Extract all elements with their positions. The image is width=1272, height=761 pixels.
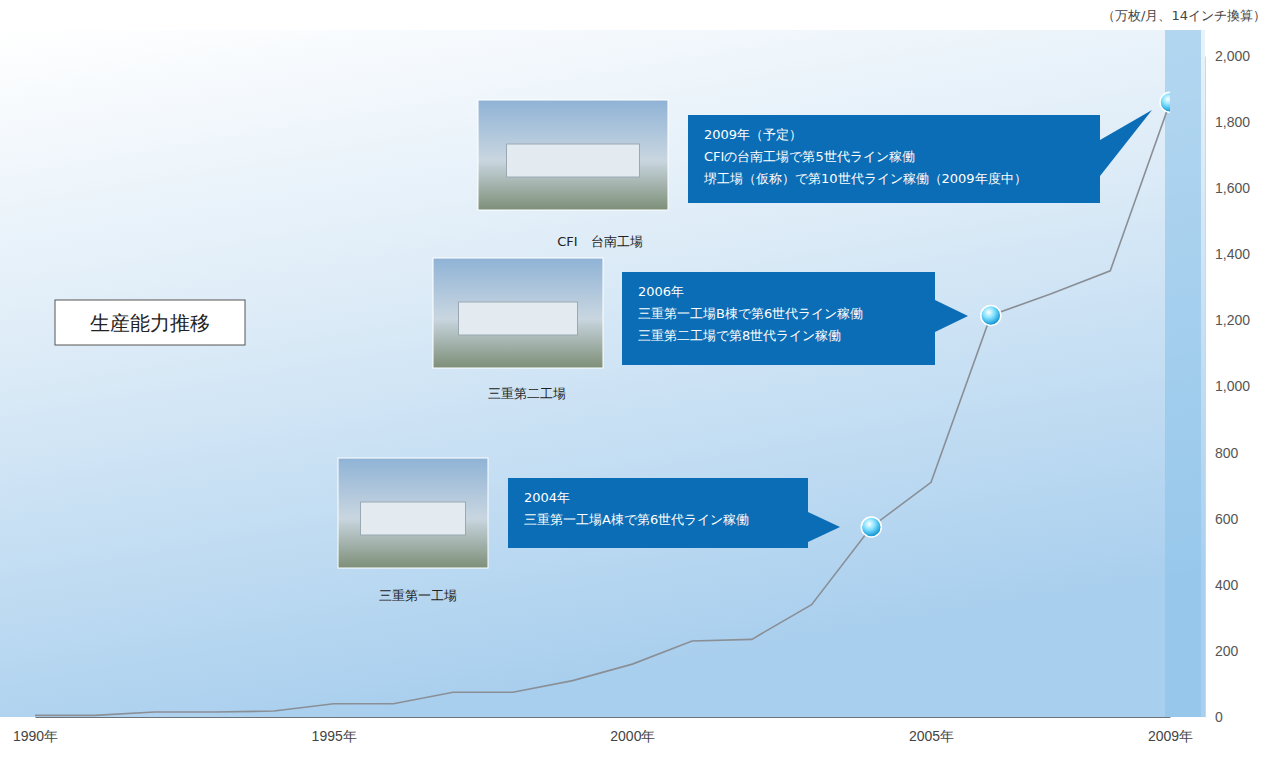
photo-building [459, 302, 578, 335]
callout-text: 三重第二工場で第8世代ライン稼働 [638, 328, 841, 343]
callout-text: 堺工場（仮称）で第10世代ライン稼働（2009年度中） [703, 171, 1027, 186]
y-tick-label: 400 [1215, 577, 1239, 593]
chart-root: 0 200 400 600 800 1,000 1,200 1,400 1,600 1,800 2,… [0, 0, 1272, 761]
y-tick: 0 [1205, 709, 1223, 725]
y-axis: 0 200 400 600 800 1,000 1,200 1,400 1,600 1,800 2,… [1205, 48, 1250, 725]
callout-text: CFIの台南工場で第5世代ライン稼働 [704, 149, 915, 164]
y-tick-label: 1,200 [1215, 312, 1250, 328]
callout: 2006年三重第一工場B棟で第6世代ライン稼働三重第二工場で第8世代ライン稼働 [622, 272, 968, 365]
callout-box [622, 272, 935, 365]
highlight-point [981, 305, 1001, 325]
y-tick: 800 [1205, 445, 1239, 461]
x-tick: 1990年 [13, 717, 58, 744]
highlight-point [861, 517, 881, 537]
title-frame [55, 300, 245, 345]
y-tick: 2,000 [1205, 48, 1250, 64]
y-tick-label: 2,000 [1215, 48, 1250, 64]
highlight-point [1160, 92, 1170, 112]
highlight-band [1165, 30, 1201, 717]
plot-area [35, 102, 1170, 715]
y-tick: 200 [1205, 643, 1239, 659]
callout-text: 三重第一工場B棟で第6世代ライン稼働 [638, 306, 863, 321]
callout-pointer [808, 512, 840, 542]
callout-text: 2009年（予定） [704, 127, 802, 142]
x-axis-line [36, 717, 1171, 718]
callout-pointer [1100, 110, 1152, 176]
photo: 三重第二工場 [433, 258, 603, 401]
y-tick-label: 1,400 [1215, 246, 1250, 262]
y-tick-label: 800 [1215, 445, 1239, 461]
y-tick: 400 [1205, 577, 1239, 593]
callout-box [688, 115, 1100, 203]
photo-caption: CFI 台南工場 [557, 234, 642, 249]
y-axis-title: （万枚/月、14インチ換算） [1102, 8, 1266, 23]
x-axis: 1990年 1995年 2000年 2005年 2009年 [13, 717, 1193, 744]
photo-placeholder [433, 258, 603, 368]
callout-pointer [935, 300, 968, 332]
x-tick: 2000年 [610, 717, 655, 744]
callout-text: 三重第一工場A棟で第6世代ライン稼働 [524, 512, 749, 527]
y-tick: 1,200 [1205, 312, 1250, 328]
callout-text: 2004年 [524, 490, 570, 505]
x-tick: 1995年 [312, 717, 357, 744]
x-tick: 2009年 [1148, 717, 1193, 744]
photo: CFI 台南工場 [478, 100, 668, 249]
y-tick-label: 200 [1215, 643, 1239, 659]
y-tick-label: 0 [1215, 709, 1223, 725]
photo-building [507, 144, 640, 177]
photo-placeholder [478, 100, 668, 210]
callout-box [508, 478, 808, 548]
y-tick: 600 [1205, 511, 1239, 527]
capacity-line [35, 102, 1170, 715]
x-tick-label: 1995年 [312, 728, 357, 744]
x-tick-label: 2009年 [1148, 728, 1193, 744]
x-tick-label: 2005年 [909, 728, 954, 744]
background [0, 30, 1205, 717]
y-tick-label: 1,600 [1215, 180, 1250, 196]
chart-title: 生産能力推移 [90, 311, 210, 335]
x-tick-label: 1990年 [13, 728, 58, 744]
y-axis-line [1205, 57, 1206, 718]
y-tick: 1,600 [1205, 180, 1250, 196]
y-tick: 1,400 [1205, 246, 1250, 262]
callout: 2004年三重第一工場A棟で第6世代ライン稼働 [508, 478, 840, 548]
photo-caption: 三重第一工場 [379, 588, 457, 603]
callout: 2009年（予定） CFIの台南工場で第5世代ライン稼働堺工場（仮称）で第10世代… [688, 110, 1152, 203]
x-tick: 2005年 [909, 717, 954, 744]
y-tick-label: 600 [1215, 511, 1239, 527]
title-box: 生産能力推移 [55, 300, 245, 345]
x-tick-label: 2000年 [610, 728, 655, 744]
photo: 三重第一工場 [338, 458, 488, 603]
y-tick-label: 1,800 [1215, 114, 1250, 130]
photo-caption: 三重第二工場 [488, 386, 566, 401]
y-tick: 1,000 [1205, 378, 1250, 394]
callout-text: 2006年 [638, 284, 684, 299]
photo-building [361, 502, 466, 535]
y-tick: 1,800 [1205, 114, 1250, 130]
photo-placeholder [338, 458, 488, 568]
y-tick-label: 1,000 [1215, 378, 1250, 394]
